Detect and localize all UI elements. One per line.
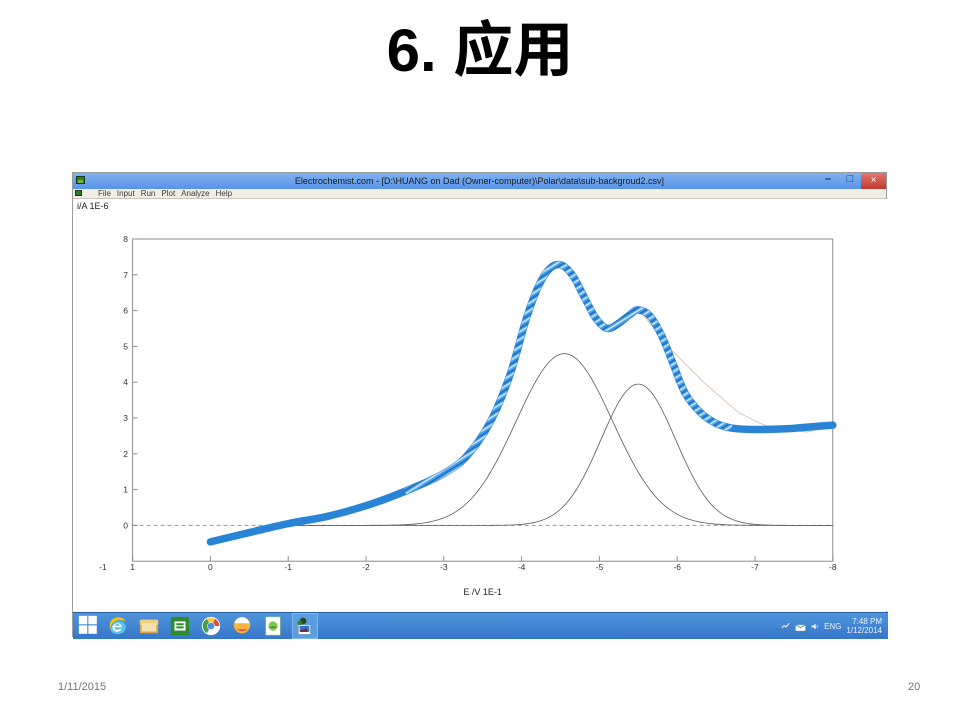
svg-text:5: 5 [123,341,128,351]
svg-text:8: 8 [123,234,128,244]
svg-text:4: 4 [123,377,128,387]
svg-text:-6: -6 [673,562,681,572]
svg-text:7: 7 [123,270,128,280]
svg-text:2: 2 [123,449,128,459]
svg-text:-8: -8 [829,562,837,572]
svg-text:6: 6 [123,306,128,316]
svg-text:1: 1 [130,562,135,572]
svg-text:-2: -2 [362,562,370,572]
svg-text:1: 1 [123,485,128,495]
svg-text:0: 0 [208,562,213,572]
svg-text:-3: -3 [440,562,448,572]
svg-text:-7: -7 [751,562,759,572]
svg-text:E /V 1E-1: E /V 1E-1 [463,587,502,597]
svg-text:0: 0 [123,520,128,530]
svg-text:-5: -5 [596,562,604,572]
svg-text:3: 3 [123,413,128,423]
svg-text:-1: -1 [284,562,292,572]
svg-text:-4: -4 [518,562,526,572]
svg-text:-1: -1 [99,562,107,572]
svg-text:i/A 1E-6: i/A 1E-6 [77,201,109,211]
